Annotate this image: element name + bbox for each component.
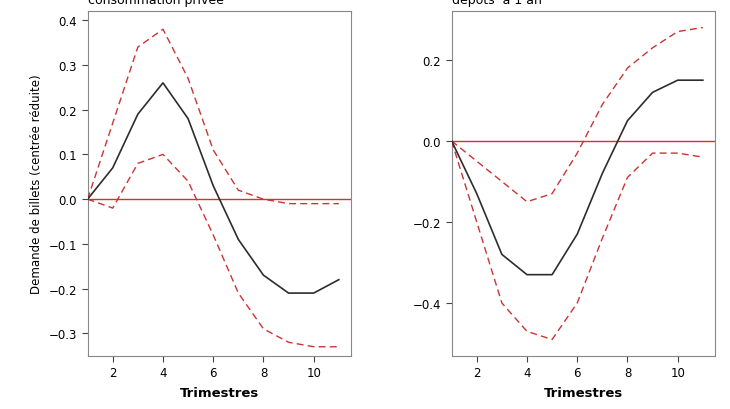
X-axis label: Trimestres: Trimestres [180,386,259,399]
X-axis label: Trimestres: Trimestres [544,386,623,399]
Title: Réponse de la demande de billets à
une  augmentation  du  taux  des
dépôts  à 1 : Réponse de la demande de billets à une a… [452,0,677,7]
Title: Réponse de la demande de billets
à  une  augmentation  de  la
consommation privé: Réponse de la demande de billets à une a… [88,0,301,7]
Y-axis label: Demande de billets (centrée réduite): Demande de billets (centrée réduite) [30,74,43,294]
